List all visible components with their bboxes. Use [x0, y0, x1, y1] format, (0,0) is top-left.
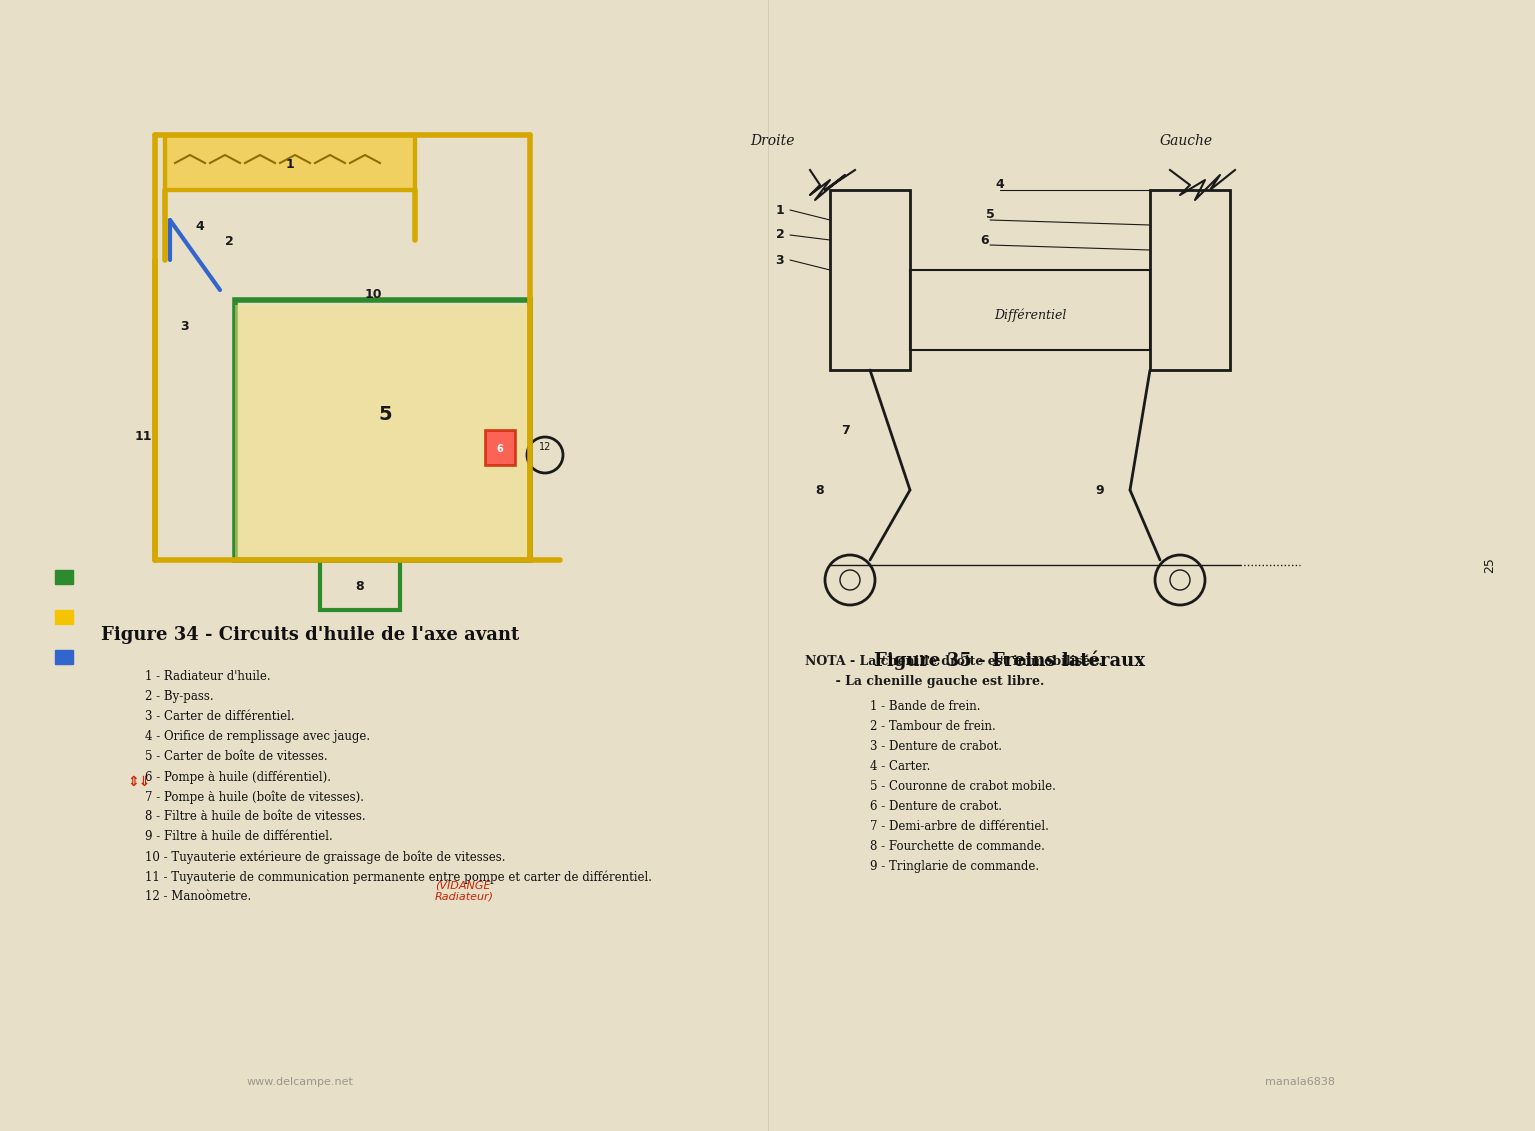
Text: 7 - Demi-arbre de différentiel.: 7 - Demi-arbre de différentiel.: [870, 820, 1048, 834]
Bar: [55, 570, 74, 584]
Bar: [55, 650, 74, 664]
Text: - La chenille gauche est libre.: - La chenille gauche est libre.: [804, 675, 1044, 688]
Text: Différentiel: Différentiel: [993, 309, 1067, 321]
Text: 4: 4: [195, 221, 204, 233]
Text: www.delcampe.net: www.delcampe.net: [247, 1077, 353, 1087]
Text: 1: 1: [775, 204, 784, 216]
Text: 6 - Denture de crabot.: 6 - Denture de crabot.: [870, 800, 1002, 813]
Text: NOTA - La chenille droite est immobilisée.: NOTA - La chenille droite est immobilisé…: [804, 655, 1102, 668]
Text: 1: 1: [286, 158, 295, 172]
Text: 3 - Carter de différentiel.: 3 - Carter de différentiel.: [144, 710, 295, 723]
Text: 7 - Pompe à huile (boîte de vitesses).: 7 - Pompe à huile (boîte de vitesses).: [144, 789, 364, 803]
Text: 10 - Tuyauterie extérieure de graissage de boîte de vitesses.: 10 - Tuyauterie extérieure de graissage …: [144, 851, 505, 863]
Text: 11 - Tuyauterie de communication permanente entre pompe et carter de différentie: 11 - Tuyauterie de communication permane…: [144, 870, 652, 883]
Text: 8 - Fourchette de commande.: 8 - Fourchette de commande.: [870, 840, 1045, 853]
Bar: [235, 305, 530, 560]
Bar: [319, 560, 401, 610]
Text: 2 - By-pass.: 2 - By-pass.: [144, 690, 213, 703]
Text: 2 - Tambour de frein.: 2 - Tambour de frein.: [870, 720, 996, 733]
Text: 9 - Tringlarie de commande.: 9 - Tringlarie de commande.: [870, 860, 1039, 873]
Bar: [164, 135, 414, 190]
Bar: [485, 430, 516, 465]
Bar: [164, 135, 414, 190]
Text: 5 - Carter de boîte de vitesses.: 5 - Carter de boîte de vitesses.: [144, 750, 327, 763]
Bar: [830, 190, 910, 370]
Text: 8: 8: [356, 580, 364, 593]
Text: 6 - Pompe à huile (différentiel).: 6 - Pompe à huile (différentiel).: [144, 770, 332, 784]
Bar: [235, 300, 530, 560]
Text: 8 - Filtre à huile de boîte de vitesses.: 8 - Filtre à huile de boîte de vitesses.: [144, 810, 365, 823]
Text: (VIDANGE
Radiateur): (VIDANGE Radiateur): [434, 880, 494, 901]
Text: manala6838: manala6838: [1265, 1077, 1335, 1087]
Text: 4 - Orifice de remplissage avec jauge.: 4 - Orifice de remplissage avec jauge.: [144, 729, 370, 743]
Text: 4 - Carter.: 4 - Carter.: [870, 760, 930, 772]
Text: 12 - Manoòmetre.: 12 - Manoòmetre.: [144, 890, 252, 903]
Bar: [1150, 190, 1230, 370]
Text: 6: 6: [497, 444, 503, 454]
Text: 2: 2: [775, 228, 784, 242]
Text: 8: 8: [815, 483, 824, 497]
Text: 9 - Filtre à huile de différentiel.: 9 - Filtre à huile de différentiel.: [144, 830, 333, 843]
Text: 1 - Bande de frein.: 1 - Bande de frein.: [870, 700, 981, 713]
Text: 9: 9: [1096, 483, 1104, 497]
Text: 11: 11: [135, 430, 152, 443]
Text: 3: 3: [775, 253, 784, 267]
Text: 2: 2: [226, 235, 233, 248]
Text: 1 - Radiateur d'huile.: 1 - Radiateur d'huile.: [144, 670, 270, 683]
Bar: [910, 270, 1150, 349]
Text: 25: 25: [1483, 558, 1497, 573]
Text: 5: 5: [378, 405, 391, 424]
Text: Gauche: Gauche: [1160, 133, 1213, 148]
Text: Figure 34 - Circuits d'huile de l'axe avant: Figure 34 - Circuits d'huile de l'axe av…: [101, 625, 519, 644]
Text: ⇕⇓: ⇕⇓: [127, 775, 150, 789]
Text: 5: 5: [985, 208, 995, 222]
Text: 12: 12: [539, 442, 551, 452]
Text: 7: 7: [841, 423, 849, 437]
Text: 5 - Couronne de crabot mobile.: 5 - Couronne de crabot mobile.: [870, 780, 1056, 793]
Bar: [55, 610, 74, 624]
Text: Figure 35 - Freins latéraux: Figure 35 - Freins latéraux: [875, 650, 1145, 670]
Text: 10: 10: [365, 288, 382, 301]
Text: 4: 4: [996, 179, 1004, 191]
Text: 3: 3: [180, 320, 189, 333]
Text: Droite: Droite: [751, 133, 795, 148]
Text: 3 - Denture de crabot.: 3 - Denture de crabot.: [870, 740, 1002, 753]
Text: 6: 6: [981, 233, 990, 247]
